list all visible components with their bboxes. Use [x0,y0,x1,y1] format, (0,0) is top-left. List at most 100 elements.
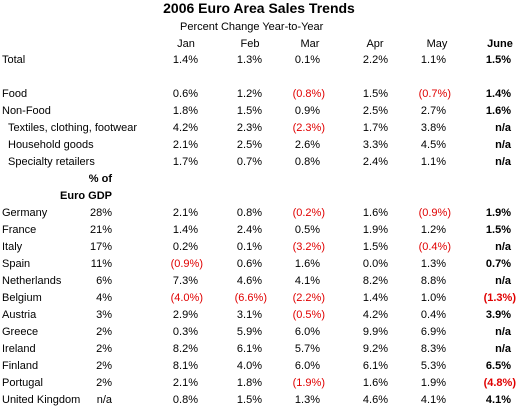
cell-value: n/a [495,275,511,287]
gdp-share: 17% [89,241,112,253]
row-label: Italy [2,241,23,253]
row-label: Netherlands [2,275,62,287]
cell-value: 1.5% [236,105,262,117]
row-label: United Kingdom [2,394,81,406]
cell-value: 5.9% [236,326,262,338]
cell-value: 2.1% [172,207,198,219]
cell-value: 4.6% [362,394,388,406]
cell-value: 8.3% [420,343,446,355]
cell-value: (2.3%) [292,122,325,134]
column-header: Feb [240,38,260,50]
gdp-header: Euro GDP [60,190,112,202]
cell-value: 0.7% [236,156,262,168]
cell-value: n/a [495,122,511,134]
gdp-share: 4% [96,292,112,304]
cell-value: 2.2% [362,54,388,66]
cell-value: 2.6% [294,139,320,151]
cell-value: (4.0%) [170,292,203,304]
cell-value: 1.5% [362,88,388,100]
cell-value: 9.9% [362,326,388,338]
cell-value: (0.8%) [292,88,325,100]
cell-value: 1.0% [420,292,446,304]
cell-value: 6.9% [420,326,446,338]
cell-value: 0.2% [172,241,198,253]
cell-value: 6.0% [294,326,320,338]
cell-value: 6.5% [485,360,511,372]
cell-value: (6.6%) [234,292,267,304]
cell-value: 5.7% [294,343,320,355]
cell-value: 1.7% [172,156,198,168]
cell-value: 0.6% [236,258,262,270]
cell-value: 0.4% [420,309,446,321]
column-header: June [487,38,513,50]
cell-value: n/a [495,343,511,355]
cell-value: 4.1% [294,275,320,287]
cell-value: 2.4% [362,156,388,168]
cell-value: 1.6% [485,105,511,117]
cell-value: n/a [495,326,511,338]
cell-value: 1.3% [236,54,262,66]
cell-value: 1.9% [420,377,446,389]
cell-value: 1.7% [362,122,388,134]
cell-value: 1.3% [420,258,446,270]
cell-value: 1.9% [362,224,388,236]
cell-value: 1.9% [485,207,511,219]
gdp-share: 2% [96,360,112,372]
cell-value: 1.8% [172,105,198,117]
gdp-share: n/a [96,394,112,406]
cell-value: 5.3% [420,360,446,372]
cell-value: 9.2% [362,343,388,355]
cell-value: 2.5% [236,139,262,151]
gdp-share: 6% [96,275,112,287]
cell-value: (0.2%) [292,207,325,219]
cell-value: 3.3% [362,139,388,151]
cell-value: 1.4% [172,54,198,66]
cell-value: (3.2%) [292,241,325,253]
cell-value: 4.5% [420,139,446,151]
gdp-share: 21% [89,224,112,236]
cell-value: 4.2% [362,309,388,321]
cell-value: 8.8% [420,275,446,287]
cell-value: 0.8% [236,207,262,219]
cell-value: n/a [495,156,511,168]
row-label: Specialty retailers [8,156,95,168]
cell-value: 4.1% [420,394,446,406]
cell-value: 8.2% [172,343,198,355]
gdp-share: 2% [96,326,112,338]
subtitle: Percent Change Year-to-Year [180,21,324,33]
cell-value: n/a [495,241,511,253]
row-label: Textiles, clothing, footwear [8,122,138,134]
cell-value: 4.2% [172,122,198,134]
cell-value: 1.6% [294,258,320,270]
cell-value: 4.6% [236,275,262,287]
gdp-header: % of [88,173,112,185]
cell-value: (0.9%) [418,207,451,219]
cell-value: 8.2% [362,275,388,287]
cell-value: (1.9%) [292,377,325,389]
column-header: Jan [177,38,195,50]
cell-value: 0.3% [172,326,198,338]
row-label: Total [2,54,26,66]
gdp-share: 3% [96,309,112,321]
cell-value: 1.8% [236,377,262,389]
cell-value: 1.3% [294,394,320,406]
cell-value: 4.1% [485,394,511,406]
row-label: Greece [2,326,39,338]
cell-value: 1.6% [362,377,388,389]
cell-value: n/a [495,139,511,151]
cell-value: 4.0% [236,360,262,372]
cell-value: 1.4% [172,224,198,236]
cell-value: 2.5% [362,105,388,117]
cell-value: 0.8% [294,156,320,168]
cell-value: (0.4%) [418,241,451,253]
cell-value: 2.4% [236,224,262,236]
cell-value: 2.7% [420,105,446,117]
cell-value: 1.5% [485,54,511,66]
row-label: Food [2,88,28,100]
cell-value: 0.5% [294,224,320,236]
row-label: Austria [2,309,37,321]
row-label: Belgium [2,292,42,304]
gdp-share: 28% [89,207,112,219]
gdp-share: 2% [96,377,112,389]
